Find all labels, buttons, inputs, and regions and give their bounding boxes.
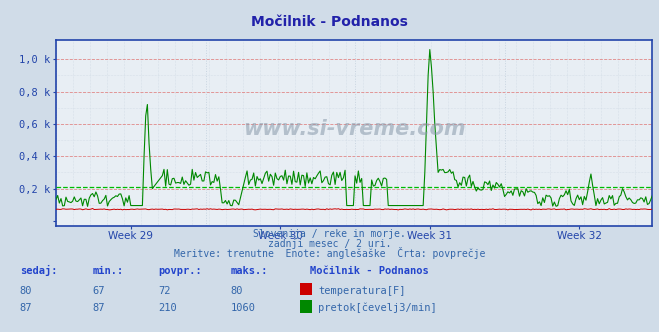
Text: 1060: 1060 bbox=[231, 303, 256, 313]
Text: 72: 72 bbox=[158, 286, 171, 296]
Text: 87: 87 bbox=[92, 303, 105, 313]
Text: Slovenija / reke in morje.: Slovenija / reke in morje. bbox=[253, 229, 406, 239]
Text: www.si-vreme.com: www.si-vreme.com bbox=[243, 119, 465, 139]
Text: pretok[čevelj3/min]: pretok[čevelj3/min] bbox=[318, 303, 437, 313]
Text: 80: 80 bbox=[20, 286, 32, 296]
Text: Močilnik - Podnanos: Močilnik - Podnanos bbox=[310, 266, 428, 276]
Text: 80: 80 bbox=[231, 286, 243, 296]
Text: 87: 87 bbox=[20, 303, 32, 313]
Text: min.:: min.: bbox=[92, 266, 123, 276]
Text: sedaj:: sedaj: bbox=[20, 265, 57, 276]
Text: 210: 210 bbox=[158, 303, 177, 313]
Text: Močilnik - Podnanos: Močilnik - Podnanos bbox=[251, 15, 408, 29]
Text: Meritve: trenutne  Enote: anglešaške  Črta: povprečje: Meritve: trenutne Enote: anglešaške Črta… bbox=[174, 247, 485, 259]
Text: zadnji mesec / 2 uri.: zadnji mesec / 2 uri. bbox=[268, 239, 391, 249]
Text: 67: 67 bbox=[92, 286, 105, 296]
Text: povpr.:: povpr.: bbox=[158, 266, 202, 276]
Text: maks.:: maks.: bbox=[231, 266, 268, 276]
Text: temperatura[F]: temperatura[F] bbox=[318, 286, 406, 296]
